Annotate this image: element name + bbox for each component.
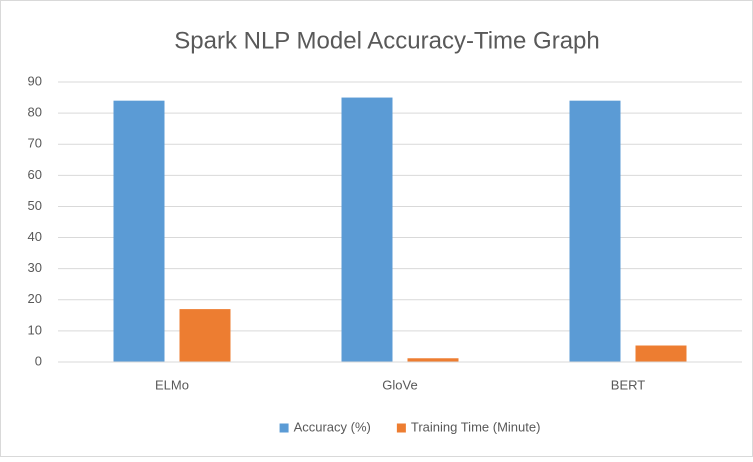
x-tick-label: ELMo [155, 377, 189, 392]
y-tick-label: 40 [28, 229, 42, 244]
y-tick-label: 80 [28, 105, 42, 120]
bar [341, 97, 393, 363]
y-tick-label: 70 [28, 136, 42, 151]
y-tick-label: 0 [35, 353, 42, 368]
legend-label: Training Time (Minute) [411, 419, 541, 434]
x-tick-label: BERT [611, 377, 645, 392]
bar [635, 345, 687, 362]
legend-swatch [396, 423, 406, 433]
bar [407, 358, 459, 362]
y-tick-label: 10 [28, 322, 42, 337]
y-tick-label: 60 [28, 167, 42, 182]
y-tick-label: 90 [28, 73, 42, 88]
x-tick-label: GloVe [382, 377, 417, 392]
bar [113, 100, 165, 363]
bar [179, 309, 231, 362]
legend-swatch [279, 423, 289, 433]
y-tick-label: 30 [28, 260, 42, 275]
chart-title: Spark NLP Model Accuracy-Time Graph [174, 27, 600, 54]
y-tick-label: 50 [28, 198, 42, 213]
legend-label: Accuracy (%) [294, 419, 371, 434]
bar [569, 100, 621, 363]
y-tick-label: 20 [28, 291, 42, 306]
